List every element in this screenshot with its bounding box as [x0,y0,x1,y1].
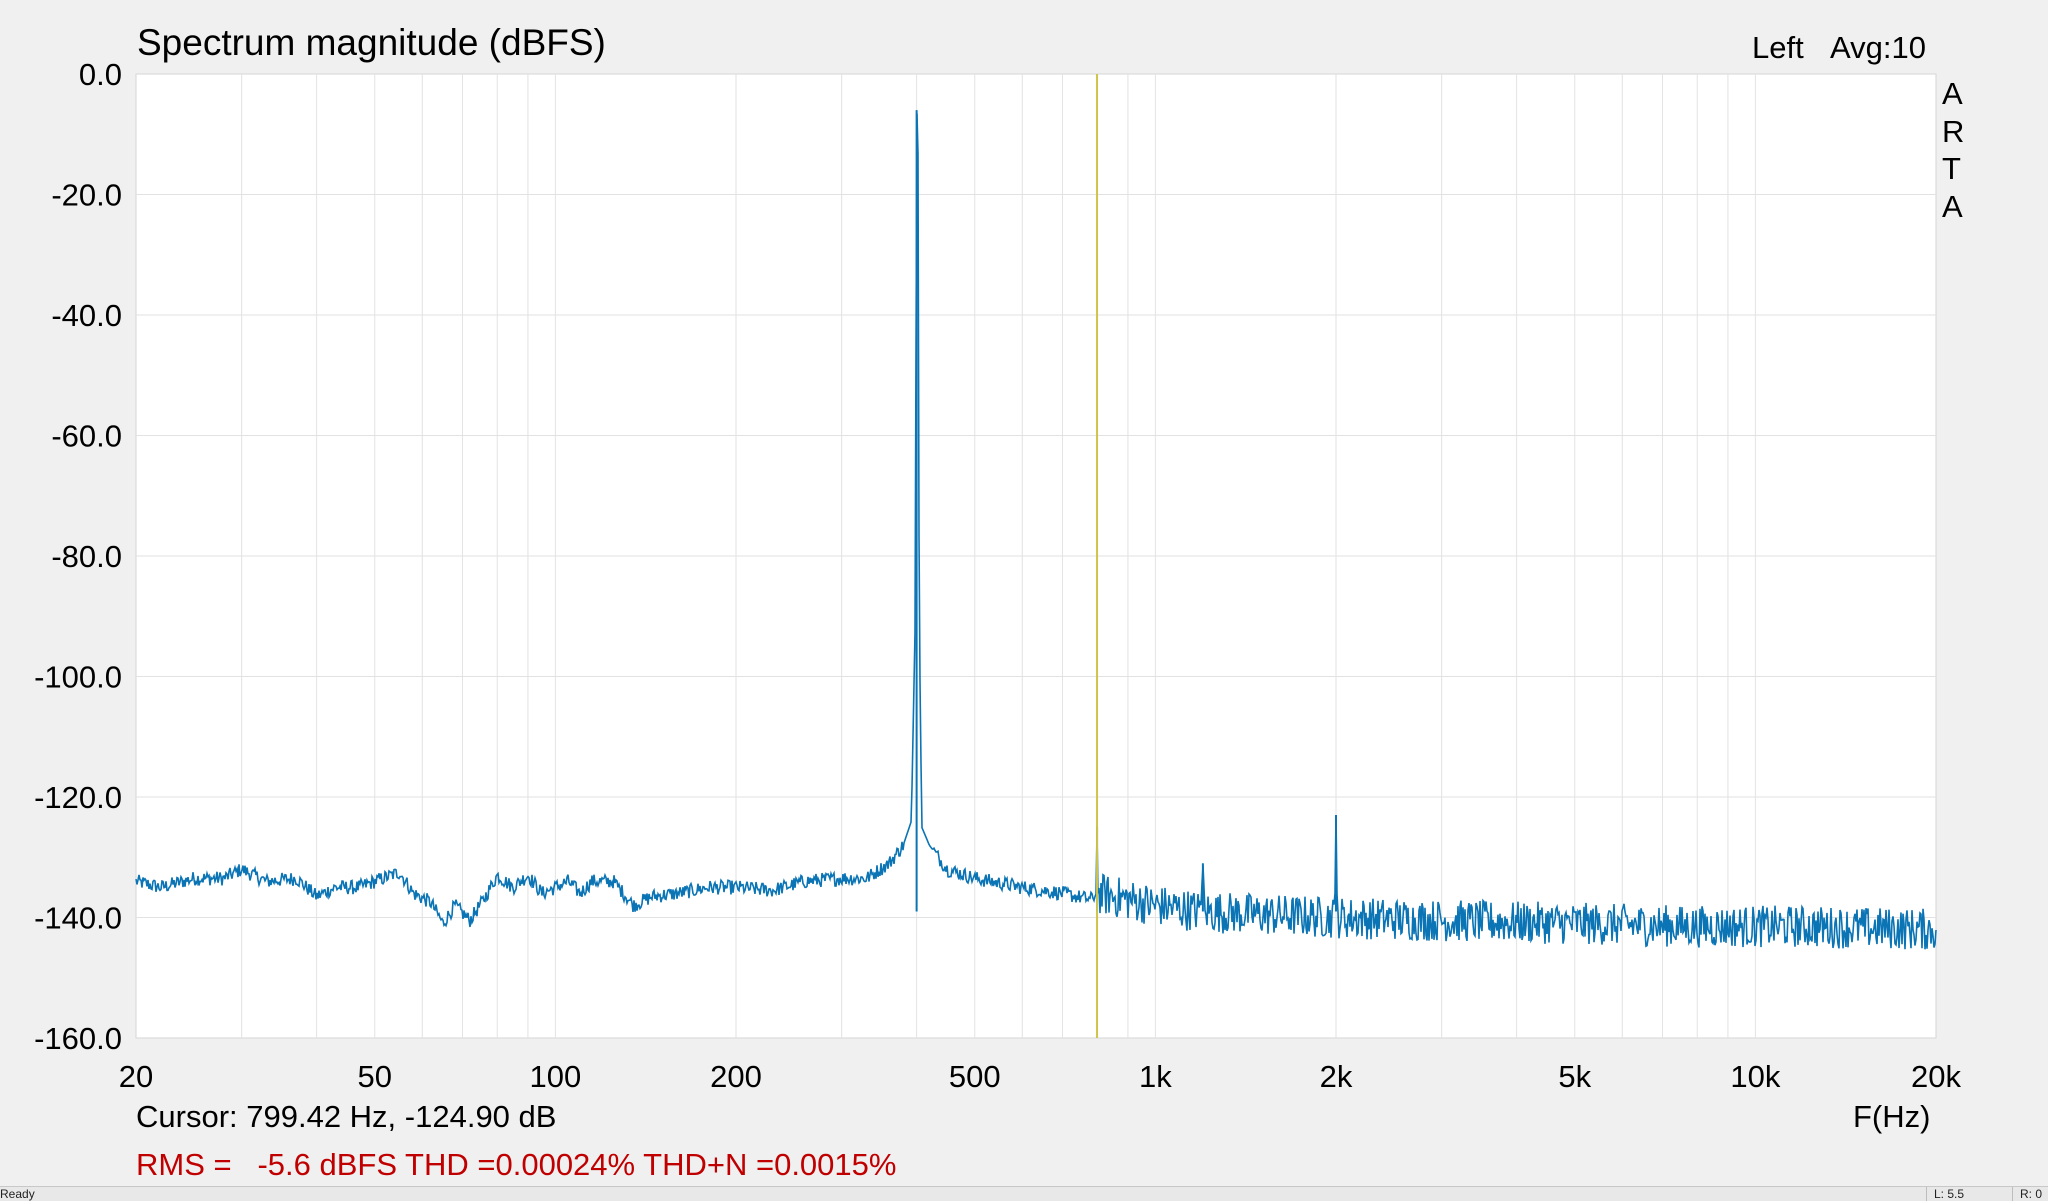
status-bar: Ready L: 5.5 R: 0 [0,1186,2048,1201]
y-tick-label: -80.0 [51,539,122,574]
brand-letter-a1: A [1942,76,1963,111]
channel-label: Left [1752,30,1804,65]
x-tick-label: 10k [1730,1059,1780,1094]
status-ready-text: Ready [0,1187,35,1201]
x-axis-tick-labels: 20 50 100 200 500 1k 2k 5k 10k 20k [119,1059,1962,1094]
x-tick-label: 500 [949,1059,1001,1094]
x-tick-label: 100 [530,1059,582,1094]
y-tick-label: -140.0 [34,901,122,936]
status-left-level: L: 5.5 [1934,1187,1965,1201]
status-right-level: R: 0 [2020,1187,2043,1201]
x-tick-label: 200 [710,1059,762,1094]
y-tick-label: -100.0 [34,660,122,695]
y-tick-label: -40.0 [51,298,122,333]
x-tick-label: 50 [358,1059,392,1094]
x-axis-label: F(Hz) [1853,1099,1930,1134]
measurement-readout: RMS = -5.6 dBFS THD =0.00024% THD+N =0.0… [136,1147,896,1182]
brand-letter-r: R [1942,114,1964,149]
x-tick-label: 20k [1911,1059,1961,1094]
avg-label: Avg:10 [1830,30,1926,65]
brand-letter-a2: A [1942,189,1963,224]
y-tick-label: -120.0 [34,780,122,815]
x-tick-label: 20 [119,1059,153,1094]
spectrum-trace-line [135,113,1937,950]
y-tick-label: -20.0 [51,178,122,213]
cursor-readout: Cursor: 799.42 Hz, -124.90 dB [136,1099,556,1134]
chart-title: Spectrum magnitude (dBFS) [137,22,606,63]
x-tick-label: 5k [1558,1059,1591,1094]
y-tick-label: 0.0 [79,57,122,92]
y-tick-label: -60.0 [51,419,122,454]
y-axis-tick-labels: 0.0 -20.0 -40.0 -60.0 -80.0 -100.0 -120.0 -140.… [34,57,122,1056]
brand-letter-t: T [1942,151,1961,186]
y-tick-label: -160.0 [34,1021,122,1056]
x-tick-label: 1k [1139,1059,1172,1094]
x-tick-label: 2k [1320,1059,1353,1094]
